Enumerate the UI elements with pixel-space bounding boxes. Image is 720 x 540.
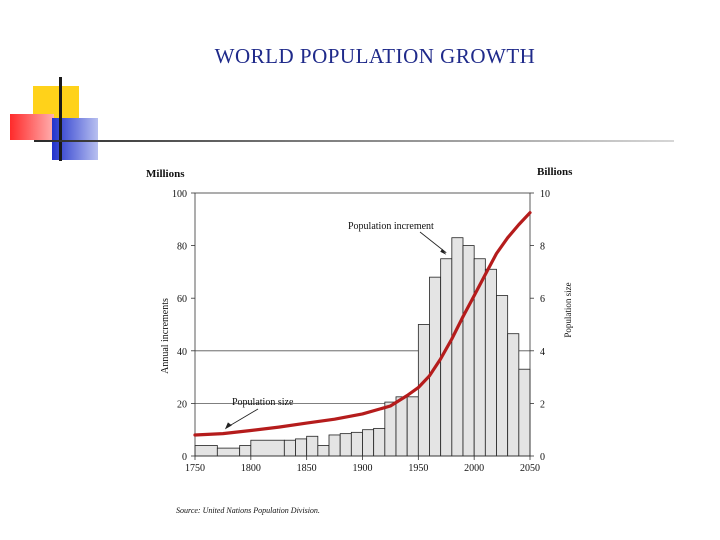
x-tick-label: 2050 bbox=[520, 463, 540, 474]
bar bbox=[496, 295, 509, 457]
bar bbox=[239, 445, 252, 457]
y-tick-label: 20 bbox=[177, 399, 187, 410]
y-tick-label: 100 bbox=[172, 189, 187, 200]
right-axis-unit: Billions bbox=[537, 166, 573, 178]
bar bbox=[507, 333, 520, 457]
bar bbox=[451, 237, 464, 457]
y-tick-label: 40 bbox=[177, 347, 187, 358]
bar bbox=[362, 429, 375, 457]
bar bbox=[306, 435, 319, 457]
source-note: Source: United Nations Population Divisi… bbox=[176, 506, 320, 515]
left-axis-unit: Millions bbox=[146, 168, 185, 180]
annotation-size-arrowhead bbox=[224, 422, 232, 430]
x-tick-label: 1850 bbox=[297, 463, 317, 474]
bar bbox=[406, 396, 419, 457]
annotation-increment: Population increment bbox=[348, 221, 434, 232]
y-tick-label: 0 bbox=[182, 452, 187, 463]
bar bbox=[395, 396, 408, 457]
deco-red-square bbox=[10, 114, 54, 140]
y-right-axis-title: Population size bbox=[563, 282, 573, 337]
bar bbox=[350, 431, 363, 457]
x-tick-label: 1900 bbox=[353, 463, 373, 474]
bar bbox=[384, 401, 397, 457]
bar bbox=[339, 433, 352, 457]
y-right-tick-label: 2 bbox=[540, 399, 545, 410]
deco-horizontal-rule bbox=[34, 140, 674, 142]
annotation-increment-arrowhead bbox=[440, 248, 447, 255]
annotation-increment-arrow bbox=[419, 231, 447, 254]
bar bbox=[417, 324, 430, 457]
x-tick-label: 1800 bbox=[241, 463, 261, 474]
annotation-size-arrow bbox=[226, 408, 259, 428]
bar bbox=[373, 427, 386, 457]
x-tick-label: 2000 bbox=[464, 463, 484, 474]
bar bbox=[317, 445, 330, 457]
deco-vertical-line bbox=[59, 77, 62, 161]
slide-title: WORLD POPULATION GROWTH bbox=[214, 44, 536, 68]
y-right-tick-label: 4 bbox=[540, 347, 545, 358]
bar bbox=[295, 438, 308, 457]
bar bbox=[283, 439, 296, 457]
bar bbox=[518, 368, 531, 457]
population-size-line bbox=[193, 211, 532, 437]
bar bbox=[250, 439, 285, 457]
bar bbox=[328, 434, 341, 457]
y-axis-title: Annual increments bbox=[160, 298, 171, 374]
annotation-size: Population size bbox=[232, 397, 294, 408]
x-tick-label: 1750 bbox=[185, 463, 205, 474]
bar bbox=[216, 447, 241, 457]
y-right-tick-label: 10 bbox=[540, 189, 550, 200]
y-tick-label: 80 bbox=[177, 242, 187, 253]
bar bbox=[194, 445, 218, 457]
y-right-tick-label: 6 bbox=[540, 294, 545, 305]
bar bbox=[484, 268, 497, 457]
y-right-tick-label: 0 bbox=[540, 452, 545, 463]
x-tick-label: 1950 bbox=[408, 463, 428, 474]
y-right-tick-label: 8 bbox=[540, 242, 545, 253]
bar bbox=[462, 245, 475, 457]
y-tick-label: 60 bbox=[177, 294, 187, 305]
